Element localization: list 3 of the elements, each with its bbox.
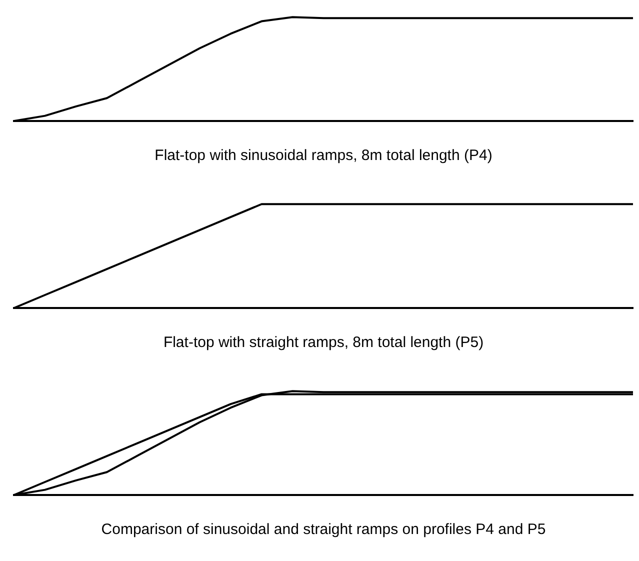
x-axis-title: Flat-top with straight ramps, 8m total length (P5) bbox=[163, 334, 484, 352]
x-axis-title: Comparison of sinusoidal and straight ramps on profiles P4 and P5 bbox=[101, 521, 546, 538]
x-axis-title: Flat-top with sinusoidal ramps, 8m total length (P4) bbox=[154, 147, 492, 164]
